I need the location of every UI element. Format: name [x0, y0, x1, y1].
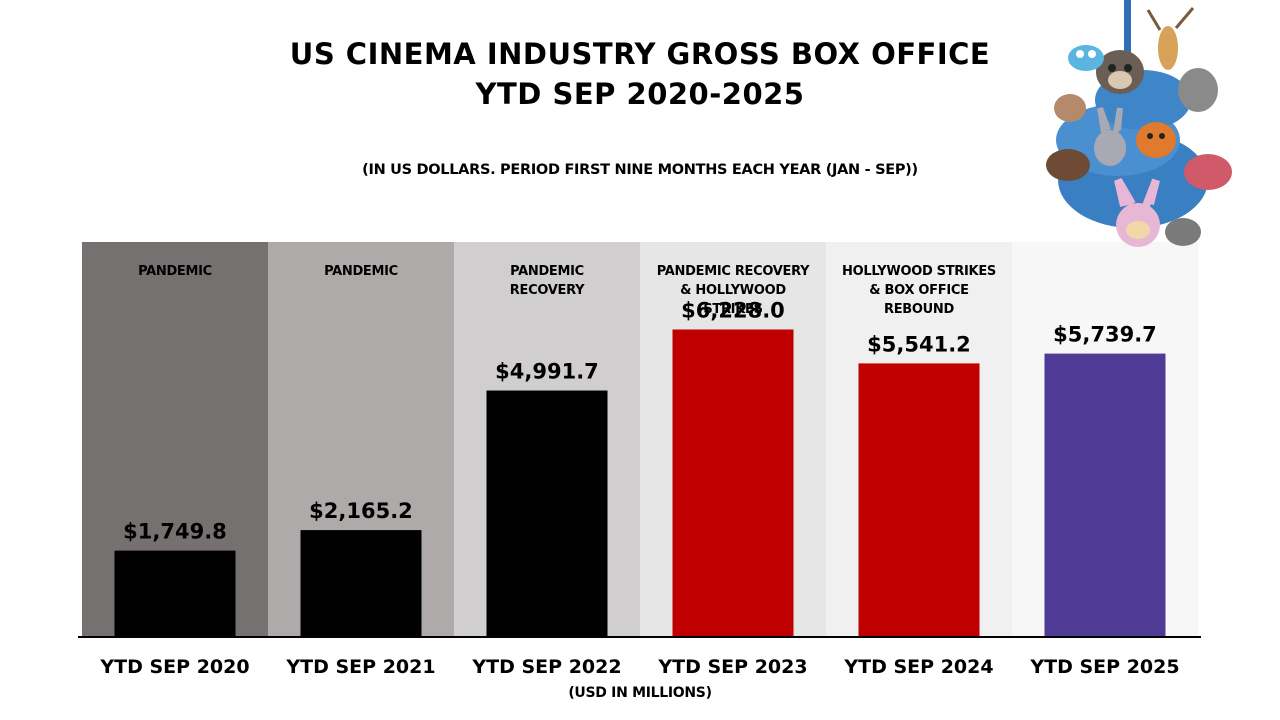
bar: [114, 550, 236, 637]
period-label: PANDEMIC: [510, 264, 584, 279]
bar: [672, 329, 794, 637]
period-label: PANDEMIC RECOVERY: [657, 264, 810, 279]
chart-title: US CINEMA INDUSTRY GROSS BOX OFFICE YTD …: [0, 34, 1280, 114]
chart-subtitle: (IN US DOLLARS. PERIOD FIRST NINE MONTHS…: [362, 162, 918, 178]
value-label: $4,991.7: [495, 360, 599, 384]
category-label: YTD SEP 2024: [843, 656, 993, 678]
period-label: PANDEMIC: [324, 264, 398, 279]
period-label: RECOVERY: [510, 283, 585, 298]
animated-characters-image: [1046, 0, 1232, 247]
value-label: $2,165.2: [309, 499, 413, 523]
value-label: $5,541.2: [867, 332, 971, 356]
category-label: YTD SEP 2022: [471, 656, 621, 678]
period-label: REBOUND: [884, 302, 954, 317]
value-label: $1,749.8: [123, 520, 227, 544]
bar: [486, 390, 608, 637]
category-label: YTD SEP 2023: [657, 656, 807, 678]
category-label: YTD SEP 2021: [285, 656, 435, 678]
period-label: PANDEMIC: [138, 264, 212, 279]
category-label: YTD SEP 2025: [1029, 656, 1179, 678]
period-label: & BOX OFFICE: [869, 283, 968, 298]
bar: [858, 363, 980, 637]
period-label: HOLLYWOOD STRIKES: [842, 264, 996, 279]
title-line-1: US CINEMA INDUSTRY GROSS BOX OFFICE: [289, 37, 991, 71]
bar: [300, 530, 422, 637]
category-label: YTD SEP 2020: [99, 656, 249, 678]
period-label: & HOLLYWOOD: [680, 283, 786, 298]
period-label: STRIKES: [703, 302, 762, 317]
title-line-2: YTD SEP 2020-2025: [475, 77, 805, 111]
bar: [1044, 353, 1166, 637]
units-note: (USD IN MILLIONS): [568, 685, 712, 701]
value-label: $5,739.7: [1053, 323, 1157, 347]
value-label: $6,228.0: [681, 298, 785, 322]
